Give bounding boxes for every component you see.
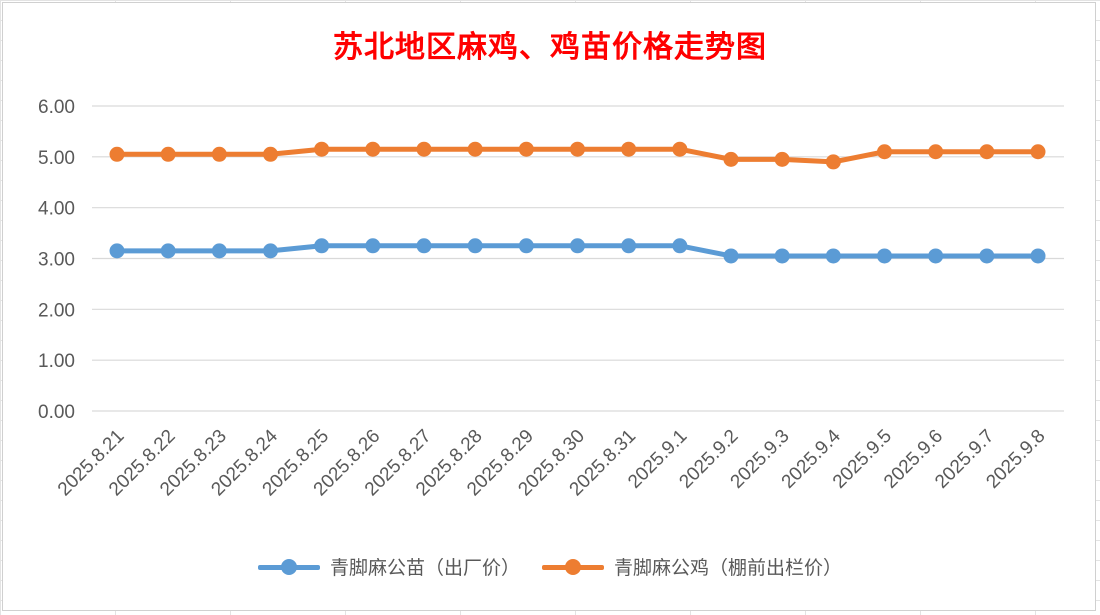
legend-label-rooster: 青脚麻公鸡（棚前出栏价） — [614, 557, 843, 579]
data-point[interactable] — [672, 141, 688, 157]
data-point[interactable] — [825, 248, 841, 264]
legend: 青脚麻公苗（出厂价） 青脚麻公鸡（棚前出栏价） — [0, 553, 1100, 580]
chart-title: 苏北地区麻鸡、鸡苗价格走势图 — [333, 30, 767, 65]
data-point[interactable] — [160, 243, 176, 259]
y-tick-label: 4.00 — [38, 199, 75, 220]
data-point[interactable] — [774, 248, 790, 264]
legend-dot-rooster — [565, 558, 581, 575]
legend-marker-rooster — [542, 557, 604, 577]
data-point[interactable] — [160, 146, 176, 162]
y-tick-label: 5.00 — [38, 148, 75, 169]
data-point[interactable] — [518, 141, 534, 157]
data-point[interactable] — [621, 141, 637, 157]
data-point[interactable] — [672, 238, 688, 254]
data-point[interactable] — [723, 248, 739, 264]
data-point[interactable] — [263, 146, 278, 162]
data-point[interactable] — [263, 243, 278, 259]
data-point[interactable] — [570, 238, 585, 254]
legend-dot-seedling — [280, 558, 297, 575]
data-point[interactable] — [314, 238, 330, 254]
data-point[interactable] — [1030, 144, 1046, 160]
y-tick-label: 2.00 — [38, 300, 75, 321]
data-point[interactable] — [979, 248, 995, 264]
data-point[interactable] — [416, 141, 432, 157]
data-point[interactable] — [723, 151, 739, 167]
data-point[interactable] — [467, 141, 483, 157]
series-lines — [109, 141, 1046, 264]
gridlines — [92, 105, 1064, 412]
y-tick-label: 0.00 — [38, 402, 75, 423]
data-point[interactable] — [928, 144, 944, 160]
data-point[interactable] — [825, 154, 841, 170]
data-point[interactable] — [365, 141, 381, 157]
data-point[interactable] — [211, 146, 227, 162]
series-0 — [109, 238, 1046, 264]
data-point[interactable] — [621, 238, 637, 254]
data-point[interactable] — [365, 238, 381, 254]
data-point[interactable] — [467, 238, 483, 254]
data-point[interactable] — [416, 238, 432, 254]
data-point[interactable] — [877, 144, 892, 160]
series-1 — [109, 141, 1046, 170]
data-point[interactable] — [570, 141, 585, 157]
legend-label-seedling: 青脚麻公苗（出厂价） — [329, 557, 520, 579]
data-point[interactable] — [928, 248, 944, 264]
legend-marker-seedling — [257, 557, 320, 577]
data-point[interactable] — [877, 248, 892, 264]
y-tick-label: 6.00 — [38, 97, 75, 118]
data-point[interactable] — [518, 238, 534, 254]
data-point[interactable] — [109, 243, 125, 259]
data-point[interactable] — [314, 141, 330, 157]
data-point[interactable] — [109, 146, 125, 162]
y-axis-tick-labels: 0.00 1.00 2.00 3.00 4.00 5.00 6.00 — [38, 97, 75, 423]
data-point[interactable] — [211, 243, 227, 259]
legend-item-rooster: 青脚麻公鸡（棚前出栏价） — [542, 553, 842, 580]
data-point[interactable] — [979, 144, 995, 160]
data-point[interactable] — [774, 151, 790, 167]
data-point[interactable] — [1030, 248, 1046, 264]
legend-item-seedling: 青脚麻公苗（出厂价） — [257, 553, 520, 580]
y-tick-label: 1.00 — [38, 351, 75, 372]
y-tick-label: 3.00 — [38, 250, 75, 271]
x-axis-tick-labels: 2025.8.212025.8.222025.8.232025.8.242025… — [54, 425, 1050, 500]
